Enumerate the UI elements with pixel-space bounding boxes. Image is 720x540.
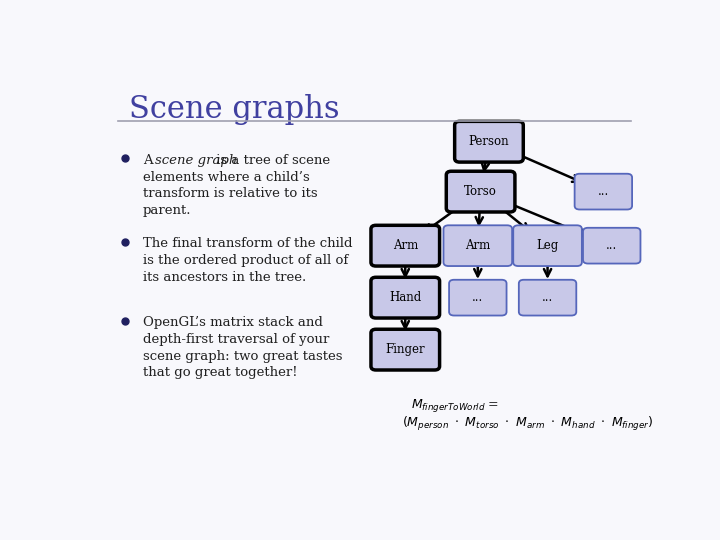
- Text: transform is relative to its: transform is relative to its: [143, 187, 318, 200]
- FancyBboxPatch shape: [446, 171, 515, 212]
- Text: depth-first traversal of your: depth-first traversal of your: [143, 333, 329, 346]
- Text: A: A: [143, 154, 157, 167]
- Text: its ancestors in the tree.: its ancestors in the tree.: [143, 271, 306, 284]
- Text: ...: ...: [598, 185, 609, 198]
- Text: parent.: parent.: [143, 204, 192, 217]
- Text: scene graph: two great tastes: scene graph: two great tastes: [143, 349, 343, 363]
- Text: is a tree of scene: is a tree of scene: [212, 154, 330, 167]
- Text: ...: ...: [606, 239, 617, 252]
- FancyBboxPatch shape: [583, 228, 641, 264]
- Text: Arm: Arm: [465, 239, 490, 252]
- Text: Arm: Arm: [392, 239, 418, 252]
- Text: that go great together!: that go great together!: [143, 366, 297, 379]
- FancyBboxPatch shape: [371, 277, 440, 318]
- Text: ...: ...: [542, 291, 553, 304]
- FancyBboxPatch shape: [371, 225, 440, 266]
- Text: $(M_{person}\ \cdot\ M_{torso}\ \cdot\ M_{arm}\ \cdot\ M_{hand}\ \cdot\ M_{finge: $(M_{person}\ \cdot\ M_{torso}\ \cdot\ M…: [402, 415, 654, 433]
- Text: Torso: Torso: [464, 185, 497, 198]
- Text: is the ordered product of all of: is the ordered product of all of: [143, 254, 348, 267]
- FancyBboxPatch shape: [519, 280, 576, 315]
- Text: $M_{fingerToWorld}$ =: $M_{fingerToWorld}$ =: [411, 397, 499, 414]
- FancyBboxPatch shape: [449, 280, 507, 315]
- Text: elements where a child’s: elements where a child’s: [143, 171, 310, 184]
- Text: scene graph: scene graph: [155, 154, 237, 167]
- FancyBboxPatch shape: [444, 225, 512, 266]
- Text: ...: ...: [472, 291, 483, 304]
- Text: Scene graphs: Scene graphs: [129, 94, 340, 125]
- FancyBboxPatch shape: [575, 174, 632, 210]
- Text: Leg: Leg: [536, 239, 559, 252]
- Text: The final transform of the child: The final transform of the child: [143, 238, 353, 251]
- Text: Hand: Hand: [389, 291, 421, 304]
- FancyBboxPatch shape: [454, 122, 523, 162]
- Text: Person: Person: [469, 135, 509, 148]
- Text: Finger: Finger: [385, 343, 425, 356]
- FancyBboxPatch shape: [513, 225, 582, 266]
- Text: OpenGL’s matrix stack and: OpenGL’s matrix stack and: [143, 316, 323, 329]
- FancyBboxPatch shape: [371, 329, 440, 370]
